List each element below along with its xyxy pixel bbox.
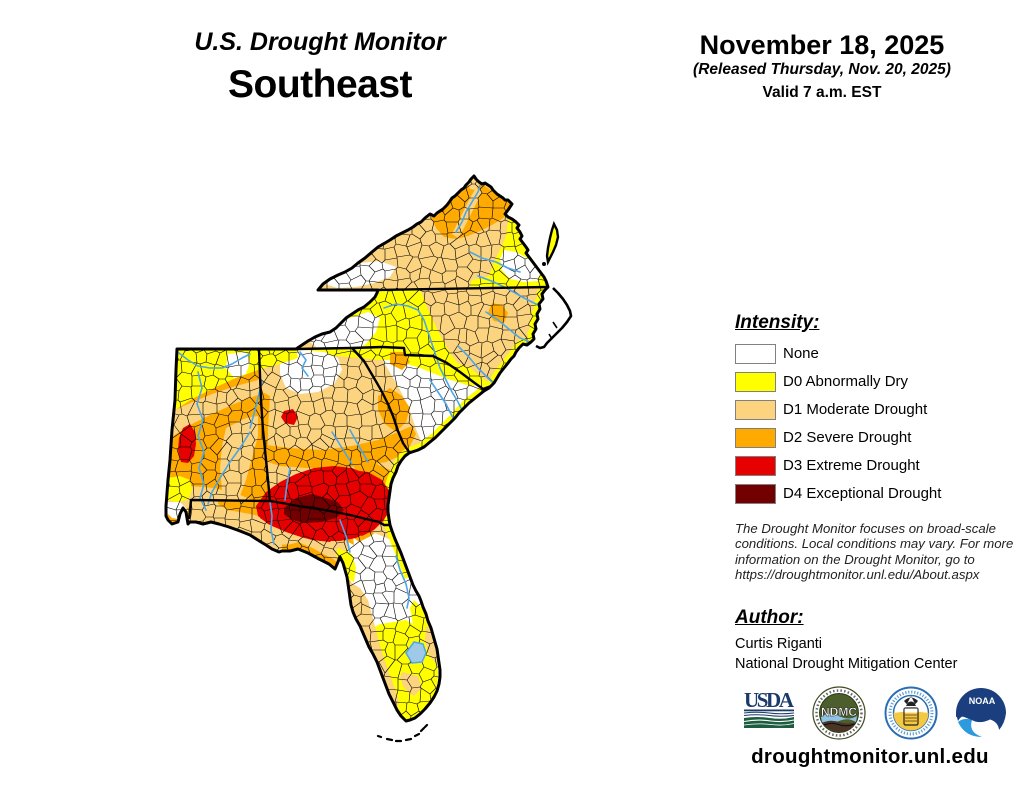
svg-text:NDMC: NDMC	[821, 705, 857, 719]
svg-text:NOAA: NOAA	[969, 696, 996, 706]
svg-text:USDA: USDA	[744, 690, 795, 712]
